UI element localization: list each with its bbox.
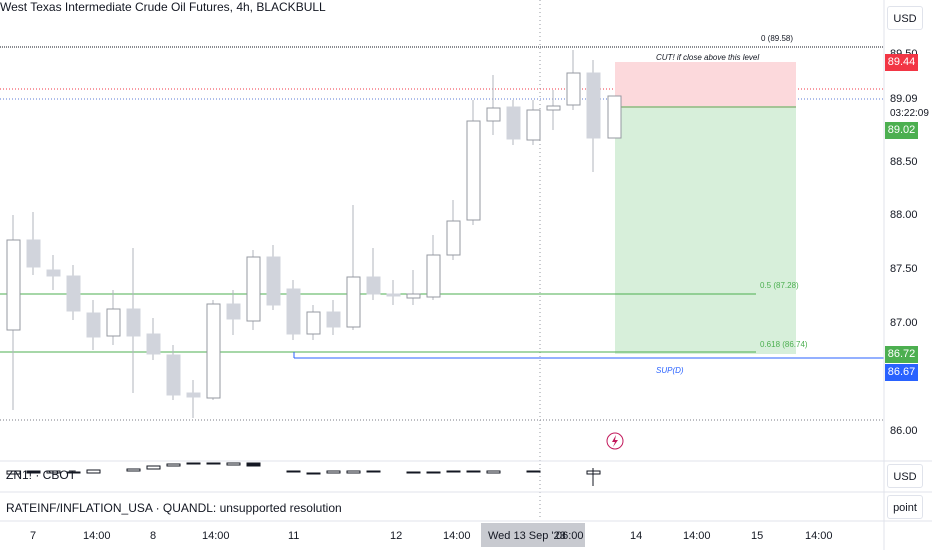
time-label: 14 xyxy=(630,530,643,542)
zn1-candles xyxy=(6,462,601,475)
rateinf-label[interactable]: RATEINF/INFLATION_USA · QUANDL: unsuppor… xyxy=(6,501,342,515)
pane2-currency-button[interactable]: USD xyxy=(887,464,923,488)
time-label: 14:00 xyxy=(805,530,833,542)
fib-618-label[interactable]: 0.618 (86.74) xyxy=(760,340,808,349)
time-label: 12 xyxy=(390,530,403,542)
time-label: 15 xyxy=(751,530,764,542)
flash-icon xyxy=(606,432,624,450)
zn1-label[interactable]: ZN1! · CBOT xyxy=(6,468,77,482)
target-zone xyxy=(615,108,796,354)
price-badge-stop: 89.44 xyxy=(885,54,918,71)
price-tick: 86.00 xyxy=(890,425,918,437)
time-label: 14:00 xyxy=(83,530,111,542)
stop-zone xyxy=(615,62,796,108)
price-tick: 89.09 xyxy=(890,93,918,105)
countdown-label: 03:22:09 xyxy=(890,108,929,119)
cut-note[interactable]: CUT! if close above this level xyxy=(656,53,760,62)
time-label: 7 xyxy=(30,530,37,542)
price-tick: 88.50 xyxy=(890,156,918,168)
time-label: 11 xyxy=(288,530,300,542)
pane3-scale-button[interactable]: point xyxy=(887,495,923,519)
price-badge-support: 86.67 xyxy=(885,364,918,381)
fib-half-label[interactable]: 0.5 (87.28) xyxy=(760,281,799,290)
fib-zero-label[interactable]: 0 (89.58) xyxy=(761,34,794,43)
time-label: 14:00 xyxy=(683,530,711,542)
price-badge-last: 89.02 xyxy=(885,122,918,139)
time-label: 8 xyxy=(150,530,157,542)
price-tick: 87.50 xyxy=(890,263,918,275)
support-label[interactable]: SUP(D) xyxy=(656,366,684,375)
currency-button[interactable]: USD xyxy=(887,6,923,30)
price-tick: 88.00 xyxy=(890,209,918,221)
chart-title: West Texas Intermediate Crude Oil Future… xyxy=(0,0,326,14)
candles xyxy=(6,50,622,418)
crosshair-time-box xyxy=(481,523,585,547)
price-tick: 87.00 xyxy=(890,317,918,329)
price-badge-target: 86.72 xyxy=(885,346,918,363)
time-label: 14:00 xyxy=(202,530,230,542)
crosshair-date-label: Wed 13 Sep '23 xyxy=(488,530,566,542)
crosshair-time-label: 06:00 xyxy=(556,530,584,542)
time-label: 14:00 xyxy=(443,530,471,542)
